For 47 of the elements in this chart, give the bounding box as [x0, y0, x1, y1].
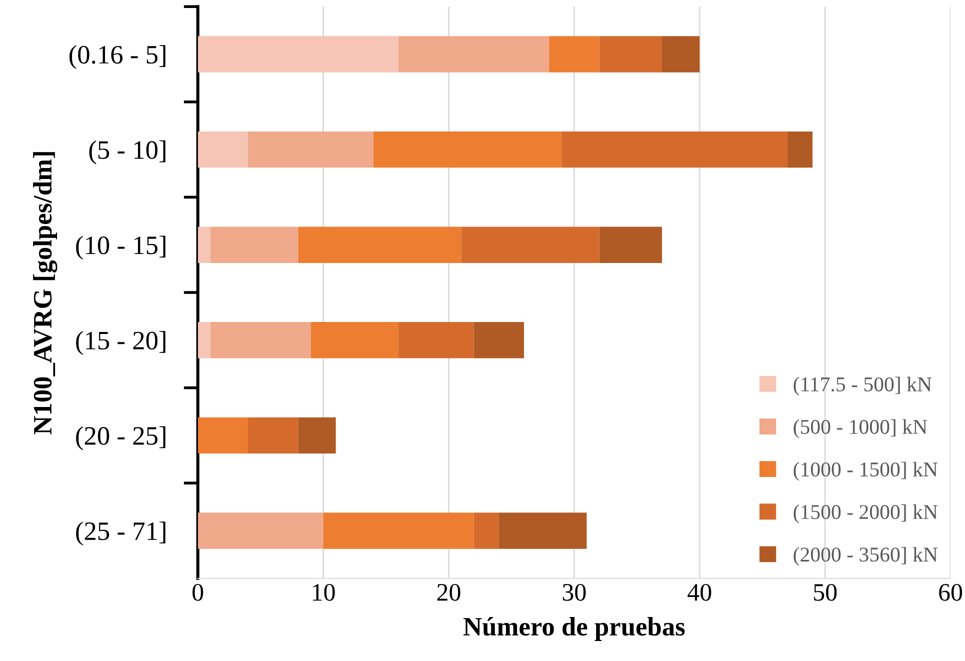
bar [562, 131, 788, 168]
bar [210, 322, 311, 358]
legend-label: (1500 - 2000] kN [794, 504, 938, 524]
x-tick-label: 20 [437, 584, 460, 601]
bar [549, 36, 600, 72]
bar [198, 512, 324, 549]
bar [461, 226, 600, 263]
x-tick-label: 10 [312, 584, 335, 601]
y-tick-label: (25 - 71] [76, 522, 166, 546]
legend-label: (1000 - 1500] kN [794, 462, 938, 481]
bar [198, 131, 248, 168]
legend-label: (2000 - 3560] kN [794, 546, 938, 566]
bar [298, 417, 336, 454]
legend-label: (117.5 - 500] kN [794, 376, 932, 396]
bar [398, 322, 474, 358]
x-tick-label: 30 [562, 584, 586, 601]
bar [474, 322, 524, 358]
bar [323, 512, 474, 549]
x-tick-label: 60 [939, 584, 962, 601]
bar [787, 131, 813, 168]
x-tick-label: 50 [814, 584, 837, 601]
bar [198, 417, 248, 454]
bar [474, 512, 499, 549]
bar [248, 417, 298, 454]
legend-label: (500 - 1000] kN [794, 419, 928, 438]
bar [599, 36, 662, 72]
bar [373, 131, 562, 168]
bar [599, 226, 662, 263]
bar [210, 226, 298, 263]
y-axis-title: N100_AVRG [golpes/dm] [33, 152, 58, 434]
bar [398, 36, 550, 72]
x-tick-label: 0 [192, 584, 204, 601]
bar [248, 131, 374, 168]
y-tick-label: (10 - 15] [76, 236, 166, 260]
y-tick-label: (20 - 25] [76, 426, 166, 450]
bar [198, 226, 210, 263]
bar [498, 512, 587, 549]
y-tick-label: (5 - 10] [89, 140, 166, 164]
y-tick-label: (0.16 - 5] [70, 45, 166, 70]
bar [198, 36, 399, 72]
y-tick-label: (15 - 20] [76, 330, 166, 355]
bar [298, 226, 462, 263]
bar [198, 322, 210, 358]
x-axis-title: Número de pruebas [463, 617, 685, 641]
x-tick-label: 40 [688, 584, 712, 601]
bar [662, 36, 700, 72]
bar [310, 322, 399, 358]
